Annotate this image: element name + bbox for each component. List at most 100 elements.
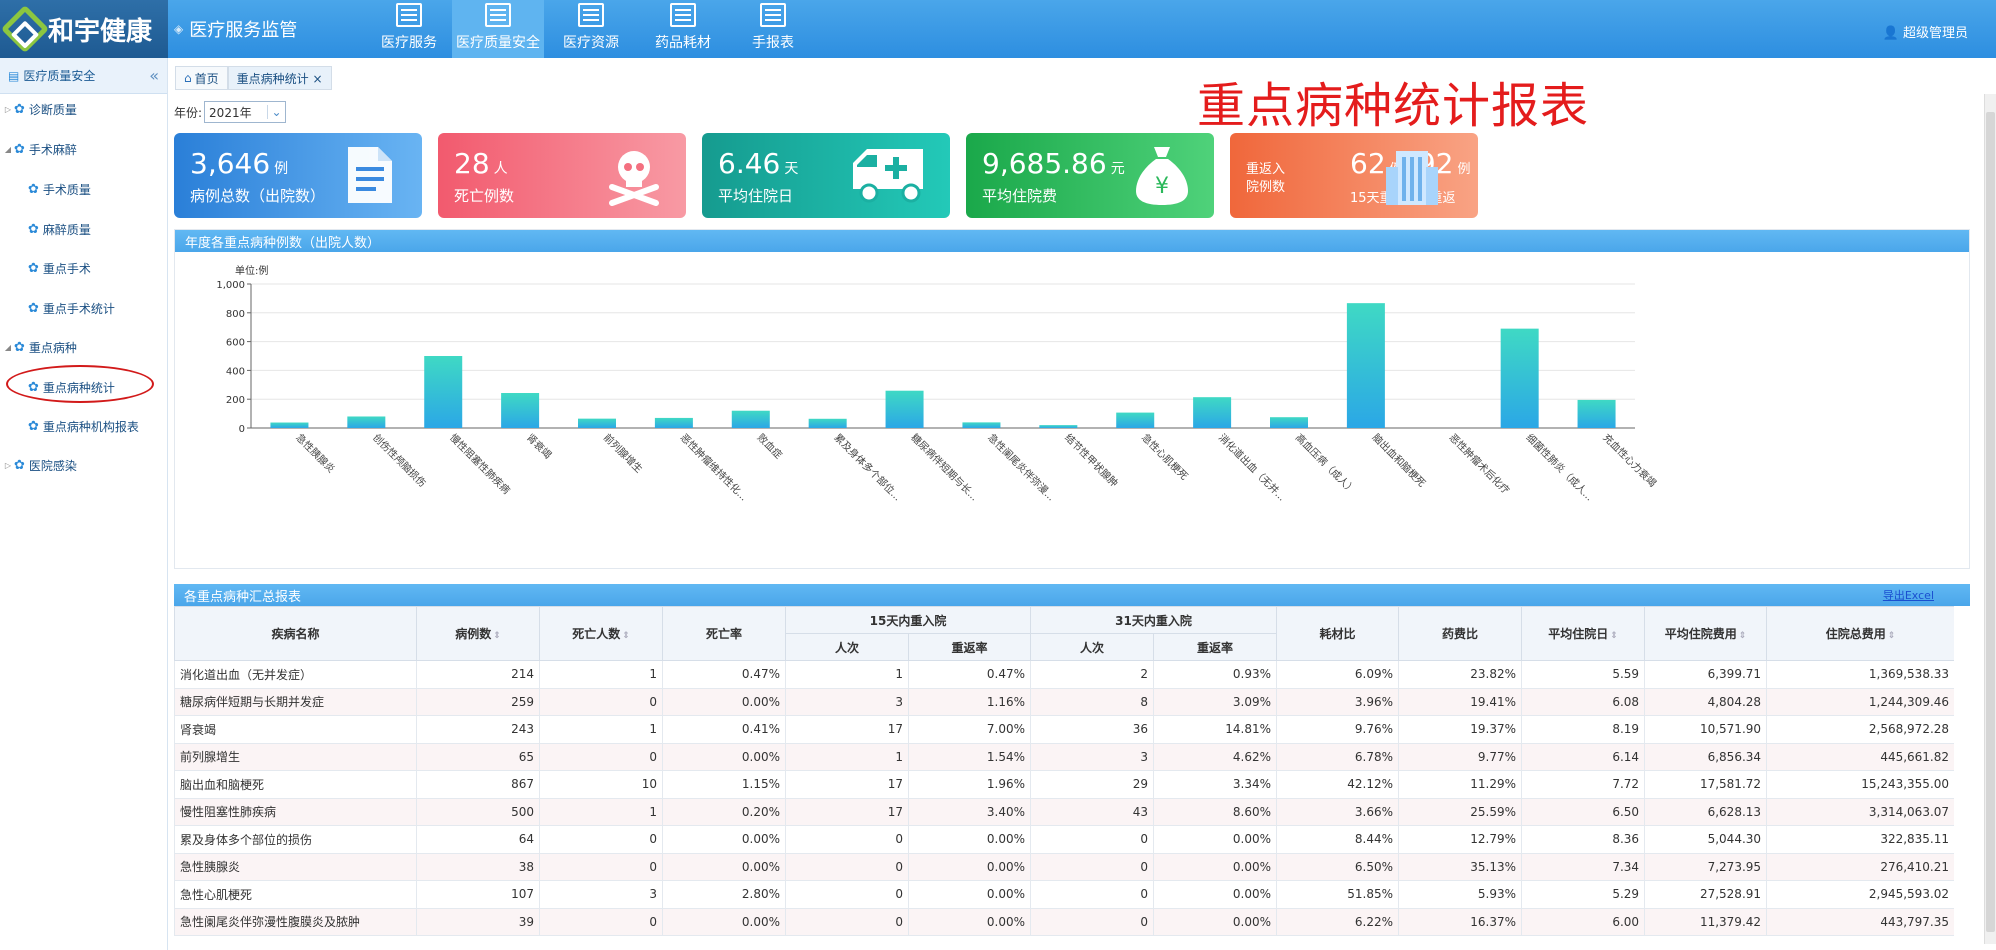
- card-unit: 天: [784, 161, 799, 177]
- table-cell: 6.50%: [1276, 852, 1400, 881]
- card-unit: 人: [493, 161, 508, 177]
- table-cell: 42.12%: [1276, 770, 1400, 799]
- th-avg-days[interactable]: 平均住院日 ⇕: [1521, 606, 1646, 661]
- x-tick-label: 恶性肿瘤维持性化...: [678, 431, 751, 504]
- th-31-rate: 重返率: [1153, 633, 1278, 661]
- table-cell: 276,410.21: [1766, 852, 1954, 881]
- table-row[interactable]: 急性胰腺炎 38 0 0.00% 0 0.00% 0 0.00% 6.50% 35.13% 7.34…: [174, 852, 1954, 881]
- logo-text: 和宇健康: [48, 16, 153, 47]
- table-row[interactable]: 急性阑尾炎伴弥漫性腹膜炎及脓肿 39 0 0.00% 0 0.00% 0 0.00% 6.22%…: [174, 907, 1954, 936]
- table-row[interactable]: 慢性阻塞性肺疾病 500 1 0.20% 17 3.40% 43 8.60% 3.66% 25.5…: [174, 797, 1954, 826]
- nav-drugs-materials[interactable]: 药品耗材: [640, 0, 726, 58]
- x-tick-label: 肾衰竭: [524, 431, 554, 461]
- table-cell: 35.13%: [1398, 852, 1523, 881]
- table-row[interactable]: 消化道出血（无并发症） 214 1 0.47% 1 0.47% 2 0.93% 6.09% 23.…: [174, 660, 1954, 689]
- sidebar-item-key-surgery[interactable]: ✿ 重点手术: [28, 258, 91, 278]
- x-tick-label: 急性胰腺炎: [293, 431, 338, 476]
- table-cell: 6,856.34: [1644, 742, 1768, 771]
- x-tick-label: 细菌性肺炎（成人...: [1524, 431, 1597, 504]
- table-cell: 107: [416, 880, 540, 909]
- tab-label: 首页: [194, 71, 219, 86]
- table-row[interactable]: 急性心肌梗死 107 3 2.80% 0 0.00% 0 0.00% 51.85% 5.93% 5.…: [174, 880, 1954, 909]
- table-cell: 0.47%: [662, 660, 786, 689]
- table-cell: 0.00%: [662, 852, 786, 881]
- cell-disease-name: 糖尿病伴短期与长期并发症: [174, 687, 417, 716]
- nav-medical-service[interactable]: 医疗服务: [366, 0, 452, 58]
- x-tick-label: 脑出血和脑梗死: [1370, 431, 1429, 490]
- table-cell: 5.29: [1521, 880, 1646, 909]
- gear-icon: ✿: [14, 101, 25, 117]
- vertical-scrollbar[interactable]: [1984, 94, 1996, 944]
- chart-panel-title: 年度各重点病种例数（出院人数）: [175, 230, 1969, 252]
- table-cell: 51.85%: [1276, 880, 1400, 909]
- nav-medical-resources[interactable]: 医疗资源: [548, 0, 634, 58]
- table-cell: 3: [1030, 742, 1155, 771]
- tab-key-disease-stats[interactable]: 重点病种统计 ×: [227, 66, 332, 90]
- th-death-rate: 死亡率: [662, 606, 786, 661]
- table-cell: 11,379.42: [1644, 907, 1768, 936]
- nav-manual-report[interactable]: 手报表: [730, 0, 816, 58]
- collapse-icon[interactable]: «: [149, 66, 159, 85]
- y-tick-label: 1,000: [216, 280, 245, 291]
- y-tick-label: 400: [226, 366, 245, 377]
- tab-label: 重点病种统计 ×: [236, 71, 323, 86]
- th-label: 死亡人数: [572, 627, 621, 641]
- table-row[interactable]: 糖尿病伴短期与长期并发症 259 0 0.00% 3 1.16% 8 3.09% 3.96% 19…: [174, 687, 1954, 716]
- table-cell: 6.09%: [1276, 660, 1400, 689]
- table-cell: 4,804.28: [1644, 687, 1768, 716]
- sidebar-item-key-disease[interactable]: ◢ ✿ 重点病种: [2, 337, 77, 357]
- th-cases[interactable]: 病例数 ⇕: [416, 606, 540, 661]
- year-select[interactable]: 2021年 ⌄: [204, 101, 287, 123]
- server-icon: [485, 3, 511, 27]
- sort-icon: ⇕: [1887, 631, 1896, 641]
- card-total-cases: 3,646 例 病例总数（出院数）: [174, 133, 422, 218]
- sidebar-item-label: 手术麻醉: [28, 142, 77, 157]
- export-excel-link[interactable]: 导出Excel: [1882, 589, 1934, 602]
- table-cell: 6.22%: [1276, 907, 1400, 936]
- table-row[interactable]: 累及身体多个部位的损伤 64 0 0.00% 0 0.00% 0 0.00% 8.44% 12.7…: [174, 825, 1954, 854]
- card-label: 病例总数（出院数）: [190, 187, 326, 205]
- shield-icon: ◈: [174, 22, 184, 36]
- table-cell: 17: [785, 770, 909, 799]
- table-cell: 1.16%: [907, 687, 1032, 716]
- table-cell: 8.36: [1521, 825, 1646, 854]
- table-row[interactable]: 肾衰竭 243 1 0.41% 17 7.00% 36 14.81% 9.76% 19.37% 8.…: [174, 715, 1954, 744]
- user-menu[interactable]: 👤 超级管理员: [1883, 22, 1968, 41]
- tab-home[interactable]: ⌂ 首页: [175, 66, 228, 90]
- table-cell: 0.93%: [1153, 660, 1278, 689]
- th-label: 病例数: [455, 627, 492, 641]
- table-cell: 12.79%: [1398, 825, 1523, 854]
- table-row[interactable]: 脑出血和脑梗死 867 10 1.15% 17 1.96% 29 3.34% 42.12% 11.…: [174, 770, 1954, 799]
- bar: [501, 393, 540, 428]
- table-cell: 1.96%: [907, 770, 1032, 799]
- th-deaths[interactable]: 死亡人数 ⇕: [539, 606, 663, 661]
- th-disease-name: 疾病名称: [174, 606, 417, 661]
- sort-icon: ⇕: [622, 631, 630, 641]
- table-row[interactable]: 前列腺增生 65 0 0.00% 1 1.54% 3 4.62% 6.78% 9.77% 6.14 6…: [174, 742, 1954, 771]
- sidebar-item-label: 重点病种机构报表: [42, 419, 139, 434]
- nav-quality-safety[interactable]: 医疗质量安全: [452, 0, 544, 58]
- th-total-cost[interactable]: 住院总费用 ⇕: [1766, 606, 1954, 661]
- card-unit: 例: [1457, 162, 1471, 177]
- ambulance-icon: [853, 149, 923, 203]
- sidebar-item-infection[interactable]: ▷ ✿ 医院感染: [2, 455, 77, 475]
- sidebar-item-surgery-quality[interactable]: ✿ 手术质量: [28, 179, 91, 199]
- bar: [885, 390, 924, 428]
- gear-icon: ✿: [14, 457, 25, 473]
- table-cell: 0.00%: [907, 825, 1032, 854]
- sidebar-item-surgery-anesthesia[interactable]: ◢ ✿ 手术麻醉: [2, 139, 77, 159]
- sidebar-item-key-disease-org-report[interactable]: ✿ 重点病种机构报表: [28, 416, 139, 436]
- sidebar-item-key-surgery-stats[interactable]: ✿ 重点手术统计: [28, 298, 115, 318]
- bar: [1270, 417, 1308, 428]
- bar: [1193, 397, 1232, 428]
- highlight-circle: [6, 365, 154, 403]
- th-avg-cost[interactable]: 平均住院费用 ⇕: [1644, 606, 1768, 661]
- card-avg-stay: 6.46 天 平均住院日: [702, 133, 950, 218]
- sidebar-item-label: 重点病种: [28, 340, 77, 355]
- sidebar-item-diagnosis[interactable]: ▷ ✿ 诊断质量: [2, 99, 77, 119]
- table-cell: 11.29%: [1398, 770, 1523, 799]
- table-cell: 0: [1030, 907, 1155, 936]
- scrollbar-thumb[interactable]: [1986, 112, 1995, 932]
- sidebar-item-anesthesia-quality[interactable]: ✿ 麻醉质量: [28, 219, 91, 239]
- x-tick-label: 创伤性颅脑损伤: [370, 431, 429, 490]
